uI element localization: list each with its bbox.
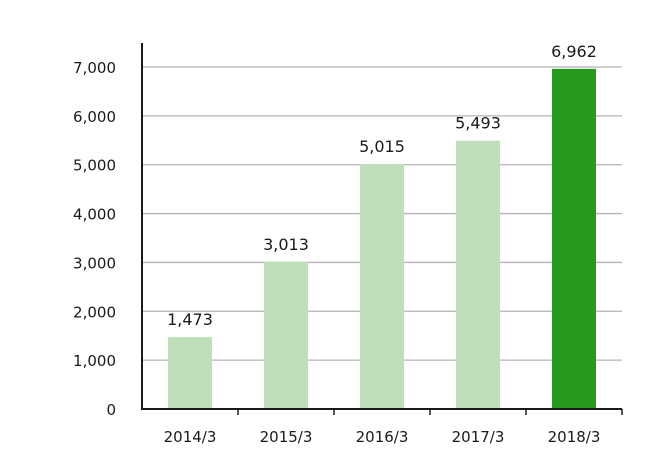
data-label: 1,473 — [167, 310, 213, 329]
y-tick-label: 5,000 — [73, 157, 116, 175]
x-tick-label: 2015/3 — [260, 428, 313, 446]
y-tick-label: 3,000 — [73, 254, 116, 272]
x-tick-label: 2017/3 — [452, 428, 505, 446]
bar — [360, 163, 404, 409]
labels: 1,473 2014/3 3,013 2015/3 5,015 2016/3 5,493 20… — [73, 42, 600, 446]
y-tick-label: 6,000 — [73, 108, 116, 126]
y-tick-label: 7,000 — [73, 59, 116, 77]
bar — [552, 68, 596, 410]
data-label: 5,015 — [359, 137, 405, 156]
bar — [168, 337, 212, 409]
x-tick-label: 2014/3 — [164, 428, 217, 446]
bar — [264, 261, 308, 409]
data-label: 3,013 — [263, 235, 309, 254]
y-tick-label: 4,000 — [73, 206, 116, 224]
bars — [168, 68, 596, 410]
axes — [141, 43, 623, 415]
data-label: 6,962 — [551, 42, 597, 61]
y-tick-label: 1,000 — [73, 352, 116, 370]
data-label: 5,493 — [455, 114, 501, 133]
y-tick-label: 0 — [106, 401, 116, 419]
bar — [456, 140, 500, 409]
x-tick-label: 2018/3 — [548, 428, 601, 446]
x-tick-label: 2016/3 — [356, 428, 409, 446]
y-tick-label: 2,000 — [73, 303, 116, 321]
